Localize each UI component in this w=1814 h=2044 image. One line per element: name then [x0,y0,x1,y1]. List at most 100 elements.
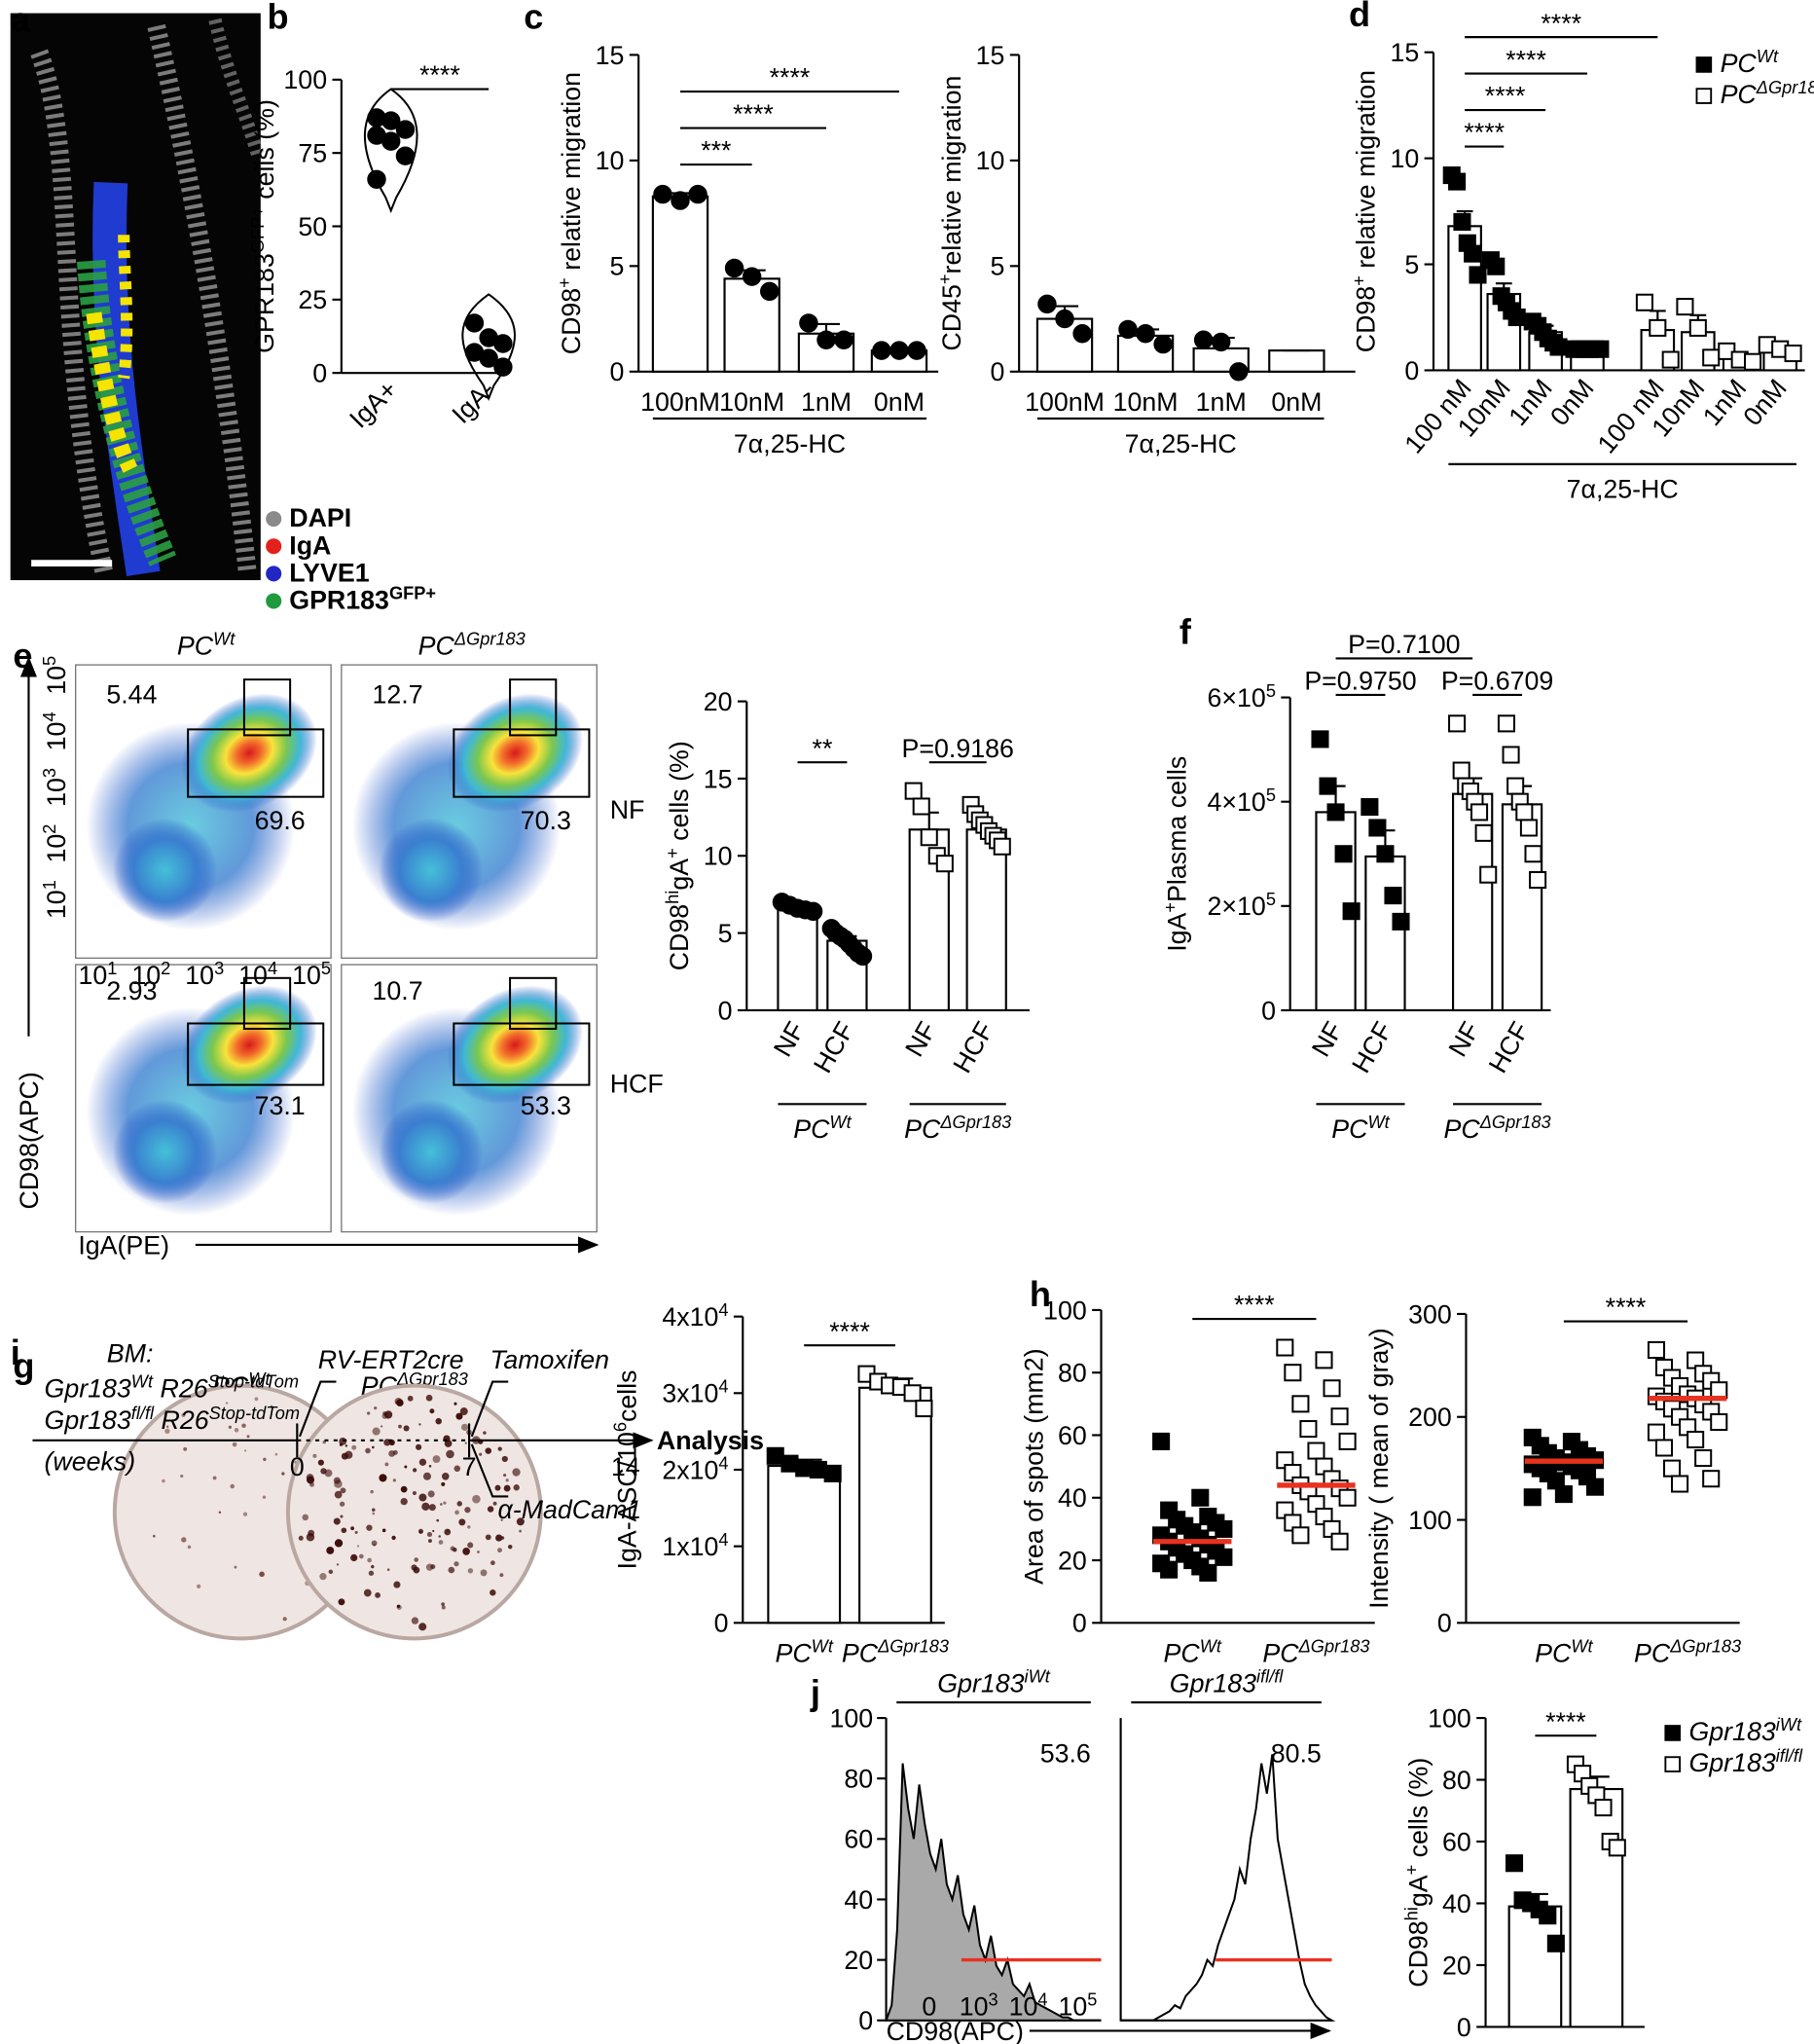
text-part: 4 [718,1530,728,1550]
spot [334,1539,344,1548]
x-tick-label: 0nM [874,387,925,417]
data-point [1506,777,1525,795]
spot [386,1568,390,1571]
legend-label: GPR183GFP+ [289,584,436,615]
data-point [1554,1485,1573,1504]
text-part: 0 [922,1991,936,2021]
text-part: 4x10 [662,1302,718,1332]
data-point [1585,1478,1605,1496]
text-part: Wt [1757,47,1779,66]
text-part: PC [177,631,214,660]
axis-label: IgA(PE) [78,1230,169,1259]
significance-label: *** [701,136,731,165]
x-tick-label: 100nM [1025,387,1105,417]
y-tick-label: 104 [40,712,71,750]
spot [503,1484,511,1492]
data-point [1523,1488,1542,1507]
text-part: PC [1444,1114,1481,1144]
row-label: NF [610,795,645,824]
text-part: Plasma cells [1163,756,1192,902]
y-tick-label: 0 [1457,2013,1471,2042]
data-point [903,1384,922,1403]
density-low [112,818,218,923]
x-tick-label: PCΔGpr183 [1262,1636,1369,1667]
spot [444,1528,452,1536]
spot [270,1405,273,1408]
y-tick-label: 0 [1437,1609,1452,1638]
spot [516,1517,525,1526]
data-point [1676,298,1694,316]
data-point [1507,308,1526,327]
y-axis-label: Area of spots (mm2) [1019,1348,1048,1584]
text-part: ΔGpr183 [1298,1636,1370,1656]
spot [373,1544,376,1547]
spot [326,1546,335,1554]
data-point [1291,1526,1310,1545]
spot [263,1457,267,1462]
group-label: PCΔGpr183 [904,1113,1011,1144]
text-part: + [1350,275,1369,286]
spot [234,1428,239,1433]
y-tick-label: 4x104 [662,1300,728,1332]
spot [439,1503,443,1506]
x-tick-label: NF [899,1017,942,1062]
spot [384,1462,389,1467]
spot [487,1506,494,1513]
spot [414,1557,418,1562]
spot [306,1533,315,1542]
data-point [803,901,823,922]
data-point [1647,1423,1666,1442]
legend-label: Gpr183iWt [1688,1715,1802,1746]
spot [366,1524,373,1531]
text-part: 1x10 [662,1532,718,1561]
data-point [1487,257,1506,275]
data-point [395,120,416,139]
x-tick-label: IgA- [447,375,501,429]
data-point [1671,1475,1689,1493]
text-part: 10 [42,778,71,807]
spot [497,1446,502,1451]
gate-value: 12.7 [373,679,423,709]
spot [461,1423,469,1431]
data-point [780,1454,799,1473]
x-tick-label: 105 [292,959,331,990]
text-part: 10 [292,961,321,990]
y-axis-label: CD98higA+ cells (%) [1401,1758,1433,1988]
histogram-title: Gpr183ifl/fl [1170,1666,1285,1697]
text-part: 2 [161,959,170,978]
significance-label: **** [1606,1293,1647,1322]
x-tick-label: 104 [1009,1989,1048,2021]
spot [212,1476,217,1480]
spot [166,1425,169,1428]
text-part: RV-ERT2cre [318,1345,464,1374]
spot [246,1435,250,1439]
data-point [1546,1934,1565,1953]
text-part: 1 [107,959,117,978]
bar [1507,1905,1563,2028]
text-part: 10 [185,961,214,990]
bar [1569,1787,1624,2028]
significance-label: **** [1485,82,1526,111]
data-point [1502,746,1520,764]
text-part: 2x10 [662,1455,718,1484]
group-label: PCWt [1331,1113,1390,1144]
text-part: α-MadCam1 [498,1495,642,1524]
text-part: PC [793,1114,830,1144]
spot [351,1444,357,1450]
text-part: PC [1535,1638,1572,1667]
data-point [1311,730,1329,748]
text-part: ΔGpr183 [1669,1636,1741,1656]
data-point [1376,845,1395,863]
bar [651,195,709,373]
text-part: 10 [131,961,161,990]
text-part: cells [612,1369,641,1422]
spot [467,1568,474,1574]
text-part: ΔGpr183 [939,1113,1011,1132]
data-point [1199,1563,1217,1582]
spot [418,1458,427,1466]
text-part: cells (%) [250,99,279,206]
group-label: PCWt [793,1113,852,1144]
spot [242,1512,248,1516]
axis-label: CD98(APC) [887,2017,1024,2044]
text-part: Gpr183 [1170,1668,1256,1697]
